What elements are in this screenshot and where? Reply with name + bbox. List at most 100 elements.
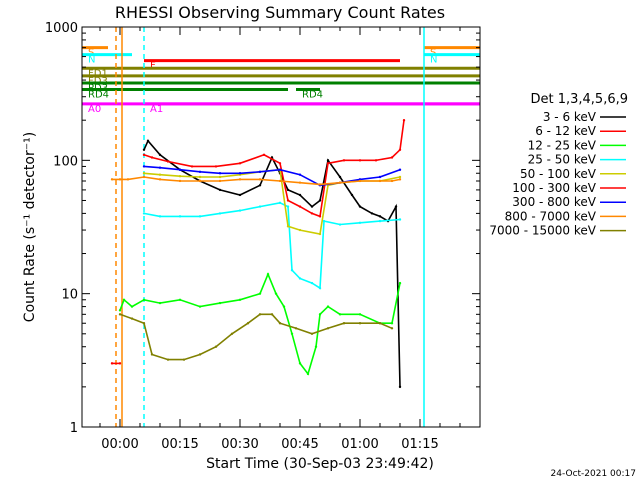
series-point-7 [158, 178, 162, 181]
series-point-8 [294, 327, 298, 330]
legend-title: Det 1,3,4,5,6,9 [530, 92, 628, 107]
series-point-3 [278, 201, 282, 205]
x-tick-label: 00:15 [161, 437, 198, 452]
legend-label: 25 - 50 keV [528, 153, 597, 167]
flag-label-n: N [88, 55, 95, 66]
series-point-1 [374, 159, 378, 162]
series-point-4 [218, 175, 222, 179]
series-point-2 [390, 322, 394, 325]
series-point-1 [238, 162, 242, 165]
x-tick-label: 01:00 [341, 437, 378, 452]
series-point-8 [130, 317, 134, 320]
series-point-8 [150, 353, 154, 356]
series-point-2 [142, 298, 146, 301]
series-line-6 [143, 165, 401, 187]
series-point-8 [118, 313, 122, 316]
series-point-2 [130, 305, 134, 308]
series-point-5 [110, 362, 114, 365]
series-point-2 [282, 305, 286, 308]
y-tick-label: 1000 [45, 21, 78, 36]
series-point-0 [218, 188, 222, 192]
x-tick-label: 00:45 [281, 437, 318, 452]
series-point-2 [306, 372, 310, 376]
y-tick-label: 100 [53, 154, 78, 169]
series-point-7 [338, 181, 342, 184]
series-point-0 [146, 139, 150, 143]
series-point-8 [326, 327, 330, 330]
series-point-3 [258, 205, 262, 208]
series-point-0 [258, 184, 262, 187]
series-point-3 [318, 286, 322, 290]
series-point-6 [258, 170, 262, 174]
series-point-7 [218, 179, 222, 183]
series-point-7 [110, 178, 114, 181]
series-point-1 [262, 153, 266, 157]
series-point-1 [166, 160, 170, 163]
series-point-1 [142, 153, 146, 157]
flag-label-fd1: FD1 [88, 68, 108, 79]
series-point-0 [158, 153, 162, 157]
series-line-8 [119, 313, 393, 361]
legend-label: 300 - 800 keV [512, 195, 596, 209]
series-point-3 [378, 219, 382, 223]
legend-label: 6 - 12 keV [535, 124, 597, 138]
series-point-1 [278, 162, 282, 165]
series-point-6 [178, 168, 182, 171]
series-point-2 [318, 313, 322, 316]
series-point-2 [298, 362, 302, 365]
series-point-8 [278, 322, 282, 325]
series-point-3 [158, 215, 162, 218]
series-point-1 [342, 159, 346, 162]
series-line-2 [119, 272, 401, 376]
series-point-2 [198, 305, 202, 308]
series-point-0 [370, 212, 374, 215]
flag-bars: SSNNFFD1FD3PD3RD4RD4A0A1 [82, 46, 480, 115]
series-point-2 [314, 345, 318, 348]
flag-label-s: S [88, 48, 94, 59]
x-axis-label: Start Time (30-Sep-03 23:49:42) [206, 456, 434, 472]
series-point-5 [118, 362, 122, 365]
series-point-1 [326, 162, 330, 165]
x-axis-ticks: 00:00 00:15 00:30 00:45 01:00 01:15 [99, 27, 461, 452]
series-point-4 [178, 175, 182, 178]
legend-label: 7000 - 15000 keV [489, 224, 596, 238]
series-point-3 [358, 221, 362, 225]
series-point-1 [318, 215, 322, 218]
series-point-3 [338, 223, 342, 226]
series-point-1 [402, 118, 406, 122]
x-tick-label: 00:30 [221, 437, 258, 452]
series-point-0 [394, 205, 398, 208]
series-point-2 [238, 298, 242, 301]
series-point-8 [198, 353, 202, 356]
series-point-0 [310, 205, 314, 208]
series-point-7 [238, 178, 242, 181]
y-tick-label: 10 [61, 288, 78, 303]
series-point-0 [358, 205, 362, 208]
series-point-6 [378, 175, 382, 179]
series-point-8 [182, 358, 186, 361]
series-point-0 [238, 193, 242, 197]
series-point-8 [246, 322, 250, 325]
series-point-7 [198, 179, 202, 183]
series-point-1 [286, 199, 290, 202]
series-point-3 [178, 215, 182, 218]
series-point-8 [358, 322, 362, 325]
series-point-0 [326, 159, 330, 162]
series-line-3 [143, 201, 401, 290]
series-point-6 [298, 173, 302, 176]
series-point-6 [238, 172, 242, 175]
series-point-4 [142, 172, 146, 175]
flag-label-a0: A0 [88, 104, 101, 115]
series-point-7 [378, 179, 382, 183]
series-lines [110, 118, 406, 389]
series-point-0 [350, 193, 354, 197]
chart-title: RHESSI Observing Summary Count Rates [115, 3, 445, 22]
flag-label-a1: A1 [150, 104, 163, 115]
flag-label-f: F [150, 61, 156, 72]
series-point-7 [142, 175, 146, 179]
series-point-4 [298, 228, 302, 232]
flag-label-fd3: FD3 [88, 76, 108, 87]
series-point-2 [258, 292, 262, 295]
series-point-7 [318, 183, 322, 186]
